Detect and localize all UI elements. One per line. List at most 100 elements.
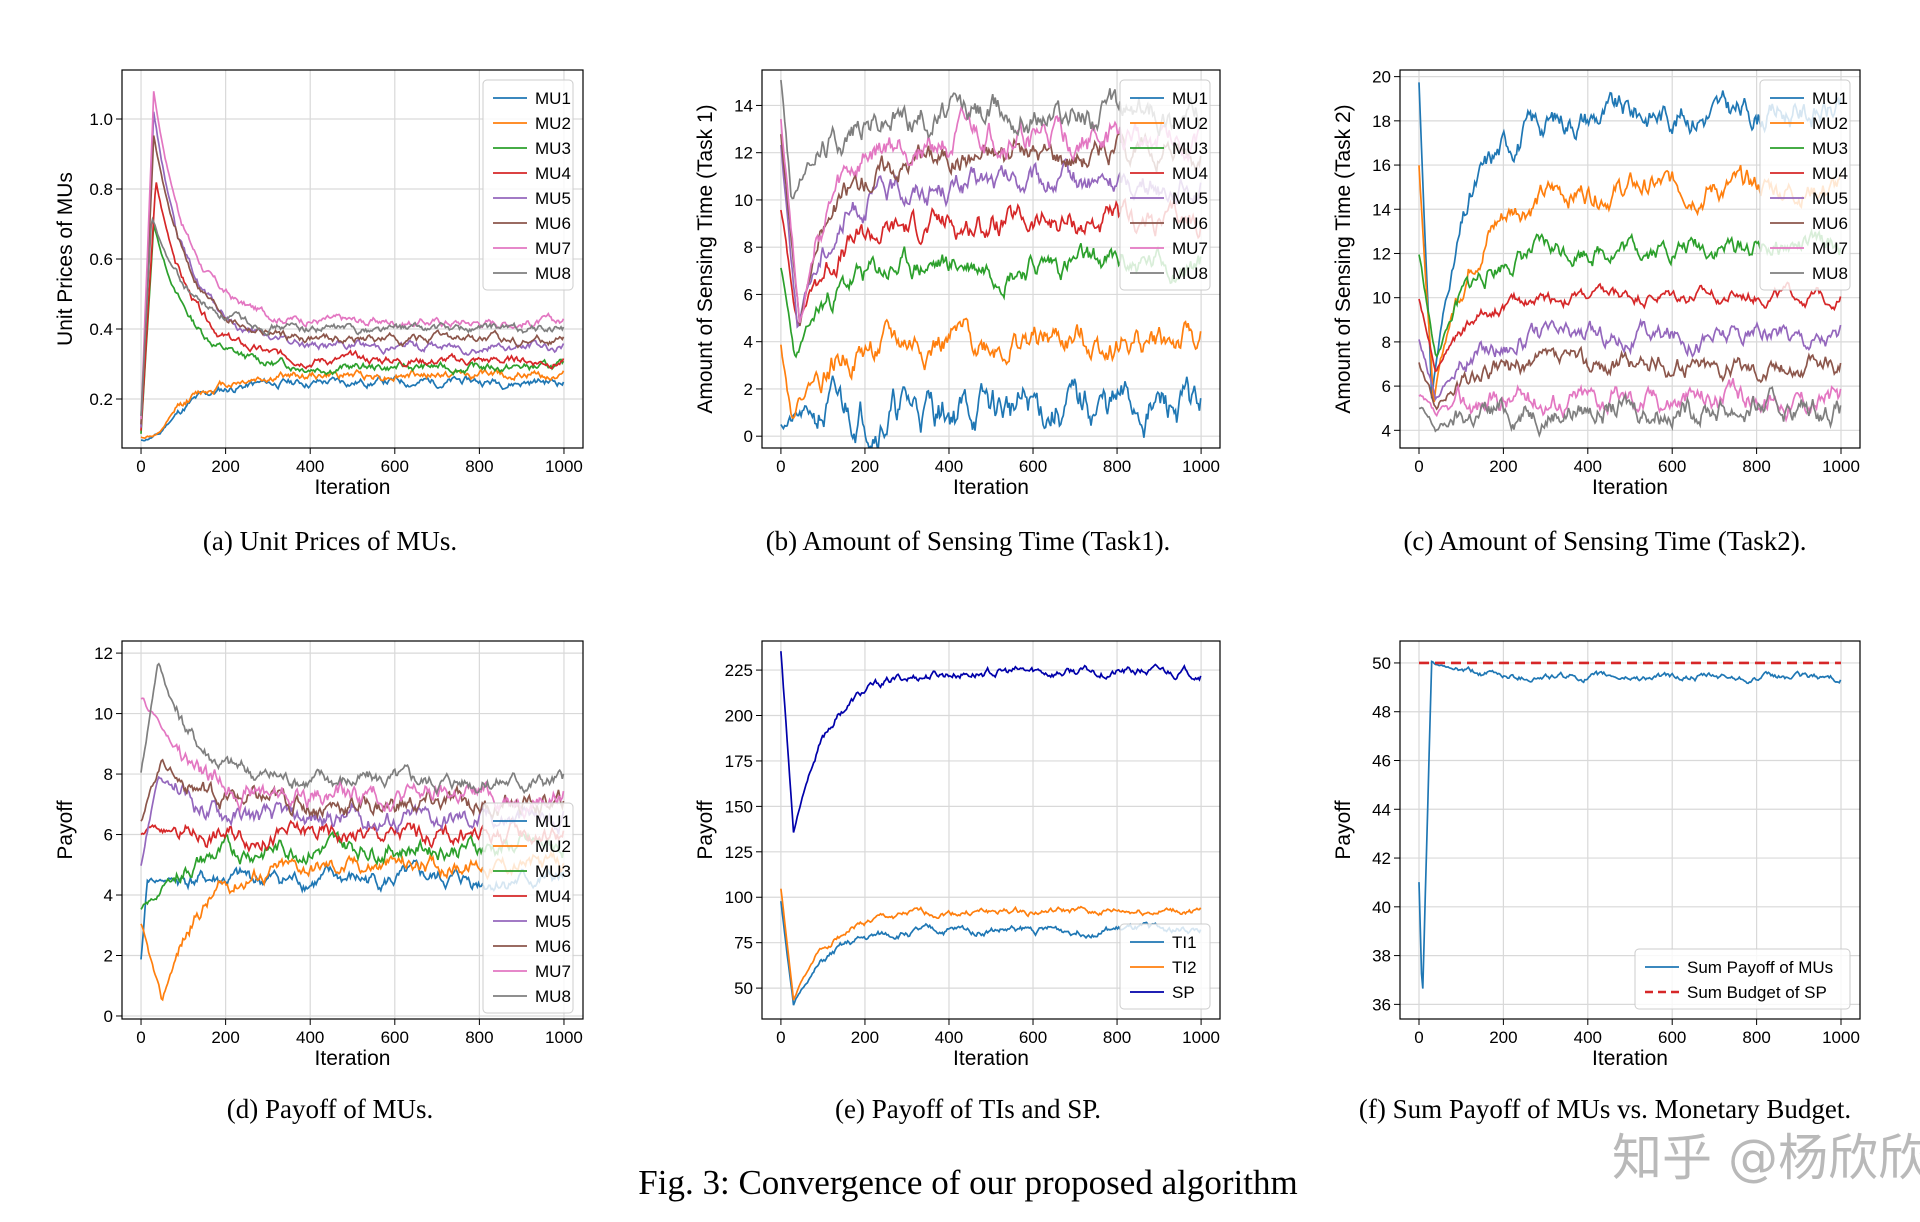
y-tick-label: 0.2 xyxy=(89,390,113,409)
legend-label: MU1 xyxy=(535,89,571,108)
series-line-mu1 xyxy=(780,375,1202,448)
legend: MU1 MU2 MU3 MU4 MU5 MU6 MU7 MU8 xyxy=(482,79,574,291)
legend-box xyxy=(1119,923,1211,1010)
x-axis-label: Iteration xyxy=(315,476,391,499)
legend-label: MU7 xyxy=(1172,239,1208,258)
plot-frame xyxy=(1399,640,1861,1020)
series-line-ti2 xyxy=(780,888,1202,1001)
legend-label: TI1 xyxy=(1172,933,1197,952)
y-tick-label: 6 xyxy=(104,826,113,845)
x-tick-label: 0 xyxy=(776,457,785,476)
plot-frame xyxy=(1399,69,1861,449)
y-tick-label: 8 xyxy=(104,765,113,784)
y-tick-label: 38 xyxy=(1372,947,1391,966)
legend-label: MU7 xyxy=(535,962,571,981)
x-tick-label: 600 xyxy=(381,1028,409,1047)
y-tick-label: 0.4 xyxy=(89,320,113,339)
legend-label: MU8 xyxy=(1172,264,1208,283)
x-tick-label: 0 xyxy=(136,1028,145,1047)
x-tick-label: 200 xyxy=(1489,457,1517,476)
x-tick-label: 0 xyxy=(136,457,145,476)
legend: TI1 TI2 SP xyxy=(1119,923,1211,1010)
y-tick-label: 125 xyxy=(725,843,753,862)
x-tick-label: 400 xyxy=(296,1028,324,1047)
legend-label: MU1 xyxy=(535,812,571,831)
legend-label: MU6 xyxy=(1812,214,1848,233)
y-tick-label: 50 xyxy=(734,979,753,998)
y-tick-label: 100 xyxy=(725,888,753,907)
legend-label: MU3 xyxy=(1172,139,1208,158)
x-tick-label: 600 xyxy=(1019,457,1047,476)
legend-label: MU5 xyxy=(535,912,571,931)
series-line-mu7 xyxy=(140,697,565,821)
y-axis-label: Payoff xyxy=(694,800,717,859)
y-tick-label: 75 xyxy=(734,934,753,953)
legend-label: MU3 xyxy=(535,862,571,881)
x-tick-label: 200 xyxy=(851,1028,879,1047)
series-line-mu6 xyxy=(140,135,565,425)
legend: Sum Payoff of MUs Sum Budget of SP xyxy=(1634,948,1851,1010)
chart-a: 0 200 400 600 800 1000 0.2 0.4 0.6 0.8 1.0 Iteratio… xyxy=(54,69,584,499)
x-axis-label: Iteration xyxy=(953,1047,1029,1070)
legend-label: MU5 xyxy=(535,189,571,208)
x-tick-label: 800 xyxy=(465,457,493,476)
y-tick-label: 44 xyxy=(1372,800,1391,819)
y-tick-label: 8 xyxy=(1382,333,1391,352)
x-tick-label: 200 xyxy=(1489,1028,1517,1047)
legend: MU1 MU2 MU3 MU4 MU5 MU6 MU7 MU8 xyxy=(482,802,574,1014)
y-tick-label: 40 xyxy=(1372,898,1391,917)
y-tick-label: 14 xyxy=(1372,200,1391,219)
y-tick-label: 18 xyxy=(1372,112,1391,131)
legend-label: MU4 xyxy=(1172,164,1208,183)
legend-label: MU2 xyxy=(535,114,571,133)
y-axis-label: Unit Prices of MUs xyxy=(54,172,77,346)
x-axis-label: Iteration xyxy=(1592,476,1668,499)
y-tick-label: 0.8 xyxy=(89,180,113,199)
y-tick-label: 225 xyxy=(725,661,753,680)
y-tick-label: 6 xyxy=(1382,377,1391,396)
x-tick-label: 600 xyxy=(1658,1028,1686,1047)
y-tick-label: 4 xyxy=(744,333,753,352)
legend-label: MU7 xyxy=(535,239,571,258)
y-tick-label: 36 xyxy=(1372,995,1391,1014)
y-tick-label: 12 xyxy=(94,644,113,663)
y-tick-label: 175 xyxy=(725,752,753,771)
x-tick-label: 400 xyxy=(935,457,963,476)
legend-label: MU3 xyxy=(535,139,571,158)
x-tick-label: 200 xyxy=(851,457,879,476)
x-tick-label: 1000 xyxy=(1822,457,1860,476)
plot-frame xyxy=(761,640,1221,1020)
legend-label: MU3 xyxy=(1812,139,1848,158)
x-tick-label: 800 xyxy=(1103,1028,1131,1047)
legend-label: Sum Payoff of MUs xyxy=(1687,958,1833,977)
chart-b: 0 200 400 600 800 1000 0 2 4 6 8 10 12 14 Iteration Amo… xyxy=(694,69,1221,499)
legend-box xyxy=(1759,79,1851,291)
x-tick-label: 800 xyxy=(1103,457,1131,476)
y-tick-label: 0 xyxy=(104,1007,113,1026)
chart-d: 0 200 400 600 800 1000 0 2 4 6 8 10 12 Iteration Payof… xyxy=(54,640,584,1070)
y-tick-label: 8 xyxy=(744,238,753,257)
x-tick-label: 1000 xyxy=(545,457,583,476)
chart-c: 0 200 400 600 800 1000 4 6 8 10 12 14 16 18 20 Iteratio… xyxy=(1332,68,1861,499)
legend-label: TI2 xyxy=(1172,958,1197,977)
legend-label: MU2 xyxy=(1172,114,1208,133)
x-tick-label: 200 xyxy=(211,1028,239,1047)
y-tick-label: 10 xyxy=(1372,289,1391,308)
series-line-sum-payoff-of-mus xyxy=(1418,660,1842,989)
legend-label: MU1 xyxy=(1812,89,1848,108)
legend-label: MU6 xyxy=(535,937,571,956)
y-axis-label: Payoff xyxy=(1332,800,1355,859)
chart-f: 0 200 400 600 800 1000 36 38 40 42 44 46 48 50 Iterati… xyxy=(1332,640,1861,1070)
series-line-mu2 xyxy=(780,317,1202,419)
y-tick-label: 4 xyxy=(1382,421,1391,440)
y-tick-label: 12 xyxy=(1372,244,1391,263)
series-line-mu8 xyxy=(140,216,565,416)
y-tick-label: 0 xyxy=(744,427,753,446)
plot-frame xyxy=(121,640,584,1020)
y-tick-label: 12 xyxy=(734,144,753,163)
x-tick-label: 400 xyxy=(1574,1028,1602,1047)
series-line-mu3 xyxy=(140,223,565,434)
legend-label: MU5 xyxy=(1812,189,1848,208)
series-line-mu4 xyxy=(1418,281,1842,373)
y-tick-label: 1.0 xyxy=(89,110,113,129)
